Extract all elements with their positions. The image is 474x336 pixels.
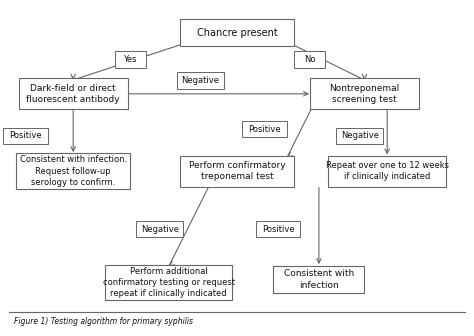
Text: Perform additional
confirmatory testing or request
repeat if clinically indicate: Perform additional confirmatory testing … bbox=[103, 266, 235, 298]
Text: Chancre present: Chancre present bbox=[197, 28, 277, 38]
Text: Perform confirmatory
treponemal test: Perform confirmatory treponemal test bbox=[189, 161, 285, 181]
FancyBboxPatch shape bbox=[18, 79, 128, 109]
FancyBboxPatch shape bbox=[310, 79, 419, 109]
FancyBboxPatch shape bbox=[180, 19, 294, 46]
FancyBboxPatch shape bbox=[255, 221, 300, 237]
Text: Yes: Yes bbox=[123, 55, 137, 65]
FancyBboxPatch shape bbox=[177, 72, 224, 89]
FancyBboxPatch shape bbox=[136, 221, 183, 237]
Text: Dark-field or direct
fluorescent antibody: Dark-field or direct fluorescent antibod… bbox=[27, 84, 120, 104]
Text: Positive: Positive bbox=[248, 125, 281, 134]
Text: Figure 1) Testing algorithm for primary syphilis: Figure 1) Testing algorithm for primary … bbox=[14, 317, 193, 326]
Text: Negative: Negative bbox=[341, 131, 379, 140]
FancyBboxPatch shape bbox=[105, 265, 232, 300]
Text: Positive: Positive bbox=[262, 225, 294, 234]
FancyBboxPatch shape bbox=[242, 121, 287, 137]
FancyBboxPatch shape bbox=[337, 128, 383, 144]
Text: Negative: Negative bbox=[182, 76, 219, 85]
FancyBboxPatch shape bbox=[3, 128, 48, 144]
Text: Consistent with infection.
Request follow-up
serology to confirm.: Consistent with infection. Request follo… bbox=[19, 155, 127, 187]
Text: Positive: Positive bbox=[9, 131, 42, 140]
Text: Consistent with
infection: Consistent with infection bbox=[284, 269, 354, 290]
Text: Negative: Negative bbox=[141, 225, 179, 234]
Text: No: No bbox=[304, 55, 316, 65]
FancyBboxPatch shape bbox=[16, 154, 130, 189]
FancyBboxPatch shape bbox=[328, 156, 447, 186]
FancyBboxPatch shape bbox=[294, 51, 325, 69]
Text: Nontreponemal
screening test: Nontreponemal screening test bbox=[329, 84, 400, 104]
FancyBboxPatch shape bbox=[115, 51, 146, 69]
Text: Repeat over one to 12 weeks
if clinically indicated: Repeat over one to 12 weeks if clinicall… bbox=[326, 161, 449, 181]
FancyBboxPatch shape bbox=[273, 265, 365, 293]
FancyBboxPatch shape bbox=[180, 156, 294, 186]
